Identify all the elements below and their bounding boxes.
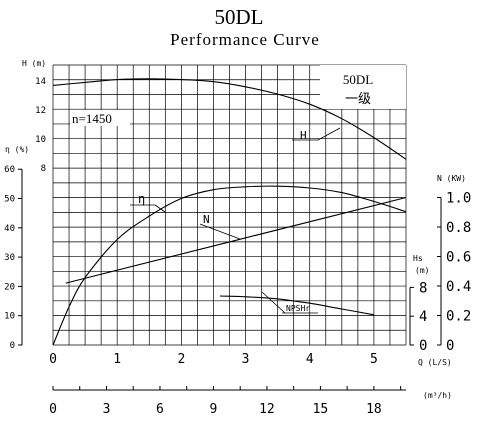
power-tick-label: 0.8 [446,220,471,236]
curve-label-npsh-text: NPSHr [286,304,310,313]
efficiency-tick-label: 60 [4,165,15,175]
x-tick-label: 5 [370,352,378,367]
curve-label-eta: η [130,192,166,213]
head-tick-label: 10 [35,135,46,145]
efficiency-axis-label: η (%) [5,145,29,154]
series-h-curve [52,78,407,160]
x2-tick-label: 12 [259,402,275,417]
speed-label-box: n=1450 [70,110,130,126]
x2-tick-label: 9 [210,402,218,417]
x-tick-label: 1 [113,352,121,367]
x-tick-label: 4 [306,352,314,367]
x2-tick-label: 3 [103,402,111,417]
npsh-axis-label-hs: Hs [413,254,423,263]
chart-subtitle: Performance Curve [170,30,320,49]
curve-label-n-text: N [203,213,210,226]
curve-label-npsh: NPSHr [261,291,318,314]
efficiency-tick-label: 50 [4,195,15,205]
x-tick-label: 0 [49,352,57,367]
model-box-line2: 一级 [345,91,371,106]
curve-label-h-text: H [300,129,307,142]
efficiency-tick-label: 10 [4,312,15,322]
npsh-axis-label-m: (m) [415,266,429,275]
curve-label-eta-text: η [138,192,145,206]
model-box: 50DL 一级 [320,65,406,109]
series-n-curve [65,196,407,284]
efficiency-tick-label: 0 [10,341,15,351]
efficiency-tick-label: 30 [4,253,15,263]
curve-label-n: N [199,213,241,240]
x-axis-label: Q (L/S) [418,358,452,367]
speed-label: n=1450 [72,111,112,126]
series-npshr-curve [219,295,375,316]
head-tick-label: 12 [35,106,46,116]
power-tick-label: 0.6 [446,250,471,266]
x2-tick-label: 6 [156,402,164,417]
efficiency-tick-label: 20 [4,282,15,292]
x2-tick-label: 0 [49,402,57,417]
npsh-tick-label: 8 [419,280,427,296]
x2-tick-label: 15 [313,402,329,417]
curves [52,78,407,346]
power-tick-label: 0.2 [446,309,471,325]
model-box-line1: 50DL [343,72,373,87]
head-axis-label: H (m) [22,59,46,68]
power-axis-label: N (KW) [437,174,466,183]
efficiency-tick-label: 40 [4,224,15,234]
x2-axis-label: (m³/h) [423,391,452,400]
grid [52,64,407,346]
axes: 8101214010203040506000.20.40.60.81.00480… [4,77,471,417]
npsh-tick-label: 4 [419,309,427,325]
curve-label-h: H [292,127,341,142]
x2-tick-label: 18 [366,402,382,417]
series-η-curve [52,185,407,346]
power-tick-label: 0.4 [446,279,471,295]
power-tick-label: 0 [446,338,454,354]
x-tick-label: 2 [177,352,185,367]
head-tick-label: 8 [41,164,46,174]
power-tick-label: 1.0 [446,191,471,207]
x-tick-label: 3 [242,352,250,367]
chart-title: 50DL [215,5,264,29]
npsh-tick-label: 0 [419,338,427,354]
head-tick-label: 14 [35,77,46,87]
